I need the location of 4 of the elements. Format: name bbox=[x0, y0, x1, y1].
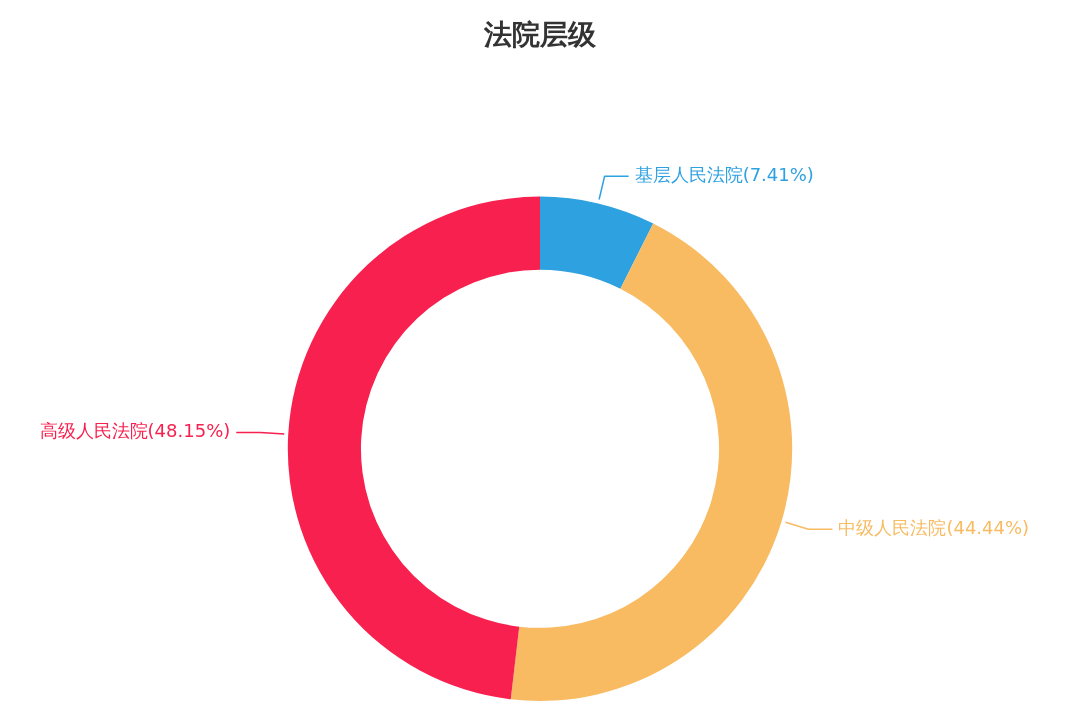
chart-title: 法院层级 bbox=[483, 18, 597, 52]
slice-label: 高级人民法院(48.15%) bbox=[39, 420, 231, 442]
slice-label: 中级人民法院(44.44%) bbox=[838, 516, 1030, 538]
slice-label: 基层人民法院(7.41%) bbox=[634, 163, 814, 185]
